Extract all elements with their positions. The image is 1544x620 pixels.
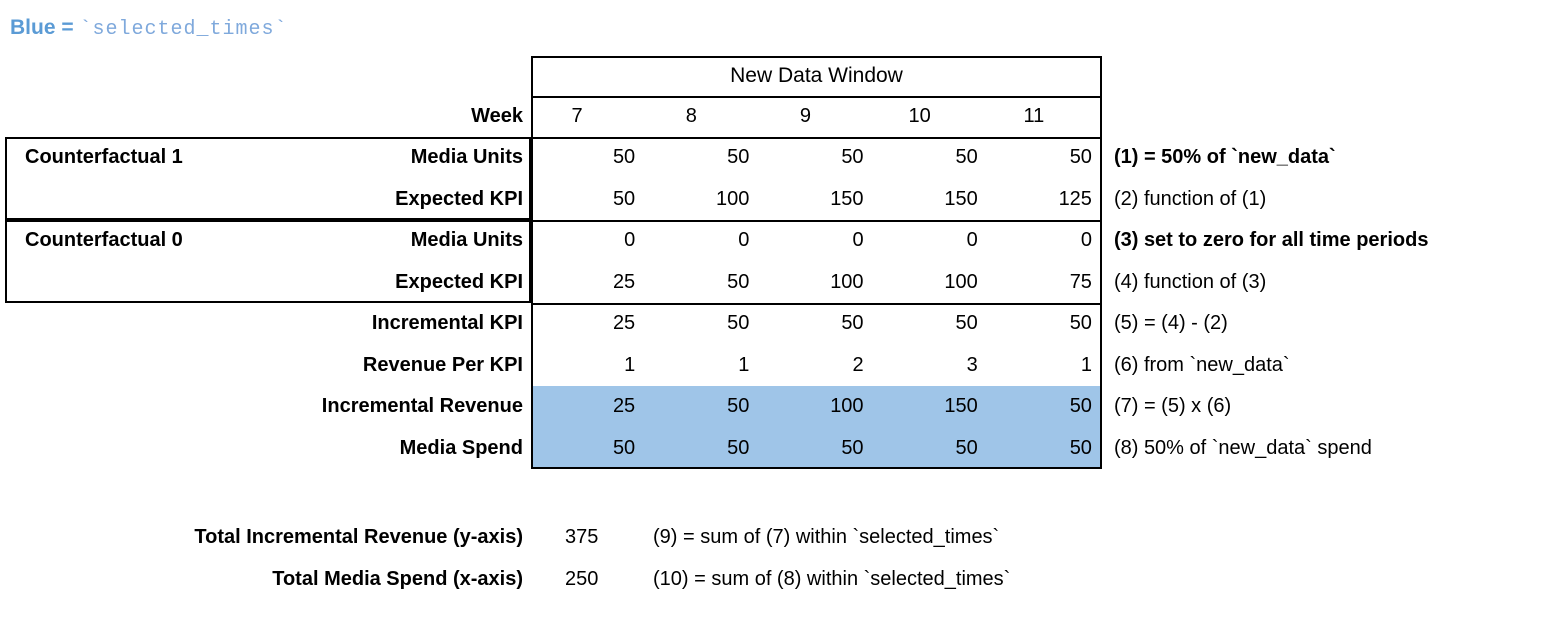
table-row-media-units-cf0: Counterfactual 0 Media Units 0 0 0 0 0 (3… xyxy=(0,220,1544,262)
legend-prefix: Blue = xyxy=(10,16,74,39)
cell: 50 xyxy=(1069,312,1092,335)
row-note: (3) set to zero for all time periods xyxy=(1113,229,1429,252)
total-label: Total Media Spend (x-axis) xyxy=(272,567,523,590)
row-label: Expected KPI xyxy=(395,187,523,210)
cell: 150 xyxy=(944,395,978,418)
total-incremental-revenue-row: Total Incremental Revenue (y-axis) 375 (… xyxy=(0,518,1544,556)
cell: 50 xyxy=(727,436,750,459)
cell: 25 xyxy=(612,312,636,335)
table-row-media-units-cf1: Counterfactual 1 Media Units 50 50 50 50 … xyxy=(0,137,1544,179)
table-row-expected-kpi-cf1: Expected KPI 50 100 150 150 125 (2) func… xyxy=(0,179,1544,221)
cell: 50 xyxy=(841,312,864,335)
cell: 1 xyxy=(1080,353,1092,376)
week-cell: 7 xyxy=(571,105,583,127)
week-cell: 9 xyxy=(799,105,812,127)
table-row-expected-kpi-cf0: Expected KPI 25 50 100 100 75 (4) functi… xyxy=(0,262,1544,304)
selected-times-highlight xyxy=(533,386,1100,467)
total-value: 375 xyxy=(565,525,599,548)
week-cell: 10 xyxy=(908,105,931,127)
cell: 1 xyxy=(738,353,750,376)
total-note: (10) = sum of (8) within `selected_times… xyxy=(653,567,1011,590)
cell: 100 xyxy=(830,395,864,418)
week-cell: 8 xyxy=(685,105,697,127)
cell: 25 xyxy=(612,270,636,293)
total-media-spend-row: Total Media Spend (x-axis) 250 (10) = su… xyxy=(0,560,1544,598)
cell: 50 xyxy=(1069,146,1092,169)
cell: 50 xyxy=(612,187,636,210)
row-note: (1) = 50% of `new_data` xyxy=(1113,146,1336,169)
row-note: (8) 50% of `new_data` spend xyxy=(1113,436,1372,459)
cell: 2 xyxy=(852,353,864,376)
cell: 25 xyxy=(612,395,636,418)
cell: 50 xyxy=(727,312,750,335)
table-row-revenue-per-kpi: Revenue Per KPI 1 1 2 3 1 (6) from `new_… xyxy=(0,345,1544,387)
cell: 100 xyxy=(716,187,750,210)
cell: 0 xyxy=(738,229,750,252)
cell: 0 xyxy=(852,229,864,252)
cell: 50 xyxy=(612,146,636,169)
cell: 1 xyxy=(624,353,636,376)
row-label: Media Units xyxy=(410,229,523,252)
row-label: Media Units xyxy=(410,146,523,169)
cell: 3 xyxy=(966,353,978,376)
cell: 75 xyxy=(1069,270,1092,293)
row-note: (2) function of (1) xyxy=(1113,187,1267,210)
total-note: (9) = sum of (7) within `selected_times` xyxy=(653,525,1000,548)
new-data-window-header: New Data Window xyxy=(730,64,903,87)
group-label: Counterfactual 1 xyxy=(25,146,183,169)
cell: 50 xyxy=(727,146,750,169)
total-label: Total Incremental Revenue (y-axis) xyxy=(194,525,523,548)
cell: 100 xyxy=(830,270,864,293)
cell: 50 xyxy=(955,436,978,459)
cell: 0 xyxy=(1080,229,1092,252)
group-label: Counterfactual 0 xyxy=(25,229,183,252)
cell: 50 xyxy=(612,436,636,459)
total-value: 250 xyxy=(565,567,599,590)
cell: 50 xyxy=(1069,436,1092,459)
table-row-incremental-kpi: Incremental KPI 25 50 50 50 50 (5) = (4)… xyxy=(0,303,1544,345)
row-note: (4) function of (3) xyxy=(1113,270,1267,293)
row-note: (7) = (5) x (6) xyxy=(1113,395,1232,418)
row-label: Media Spend xyxy=(399,436,523,459)
table-row-incremental-revenue: Incremental Revenue 25 50 100 150 50 (7)… xyxy=(0,386,1544,428)
row-note: (6) from `new_data` xyxy=(1113,353,1290,376)
row-label: Revenue Per KPI xyxy=(362,353,523,376)
row-label: Expected KPI xyxy=(395,270,523,293)
row-label: Incremental KPI xyxy=(371,312,523,335)
row-label: Incremental Revenue xyxy=(321,395,523,418)
cell: 50 xyxy=(1069,395,1092,418)
cell: 50 xyxy=(955,312,978,335)
cell: 150 xyxy=(944,187,978,210)
week-label: Week xyxy=(471,105,523,127)
row-note: (5) = (4) - (2) xyxy=(1113,312,1228,335)
cell: 0 xyxy=(966,229,978,252)
cell: 100 xyxy=(944,270,978,293)
cell: 125 xyxy=(1058,187,1092,210)
week-cell: 11 xyxy=(1023,105,1045,127)
table-row-media-spend: Media Spend 50 50 50 50 50 (8) 50% of `n… xyxy=(0,428,1544,470)
cell: 50 xyxy=(841,146,864,169)
cell: 150 xyxy=(830,187,864,210)
cell: 0 xyxy=(624,229,636,252)
cell: 50 xyxy=(955,146,978,169)
cell: 50 xyxy=(727,270,750,293)
week-row: Week 7 8 9 10 11 xyxy=(0,96,1544,137)
legend-code: `selected_times` xyxy=(79,18,288,41)
cell: 50 xyxy=(841,436,864,459)
legend: Blue = `selected_times` xyxy=(10,16,287,41)
cell: 50 xyxy=(727,395,750,418)
